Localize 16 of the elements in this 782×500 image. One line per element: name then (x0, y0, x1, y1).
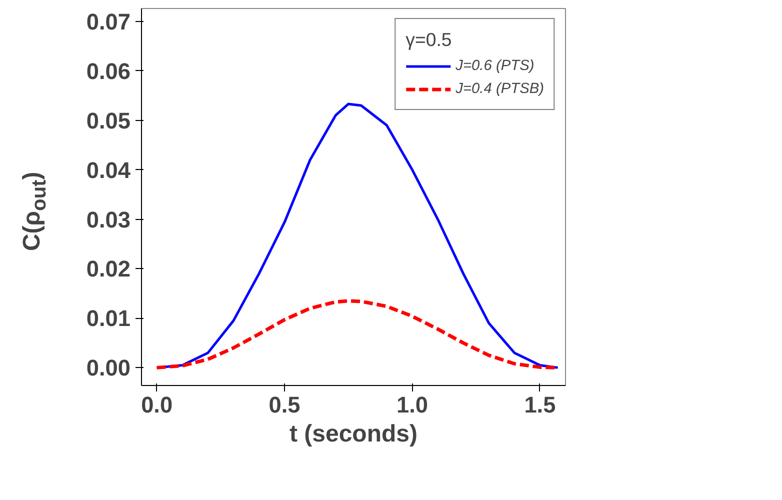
legend-label: J=0.4 (PTSB) (456, 81, 544, 97)
x-axis-title: t (seconds) (289, 420, 418, 448)
y-tick-label: 0.00 (86, 354, 131, 381)
x-tick-label: 1.5 (524, 392, 556, 418)
x-tick-label: 0.5 (268, 392, 300, 418)
legend-title: γ=0.5 (406, 29, 453, 51)
y-tick-label: 0.05 (86, 107, 131, 134)
legend-label: J=0.6 (PTS) (456, 58, 534, 74)
x-tick-label: 0.0 (141, 392, 173, 418)
y-tick-label: 0.01 (86, 305, 131, 332)
y-tick-label: 0.06 (86, 58, 131, 84)
y-tick-label: 0.02 (86, 256, 131, 282)
y-tick-label: 0.03 (86, 206, 131, 232)
x-tick-label: 1.0 (396, 392, 428, 418)
y-tick-label: 0.04 (86, 156, 131, 183)
y-tick-label: 0.07 (86, 8, 131, 34)
